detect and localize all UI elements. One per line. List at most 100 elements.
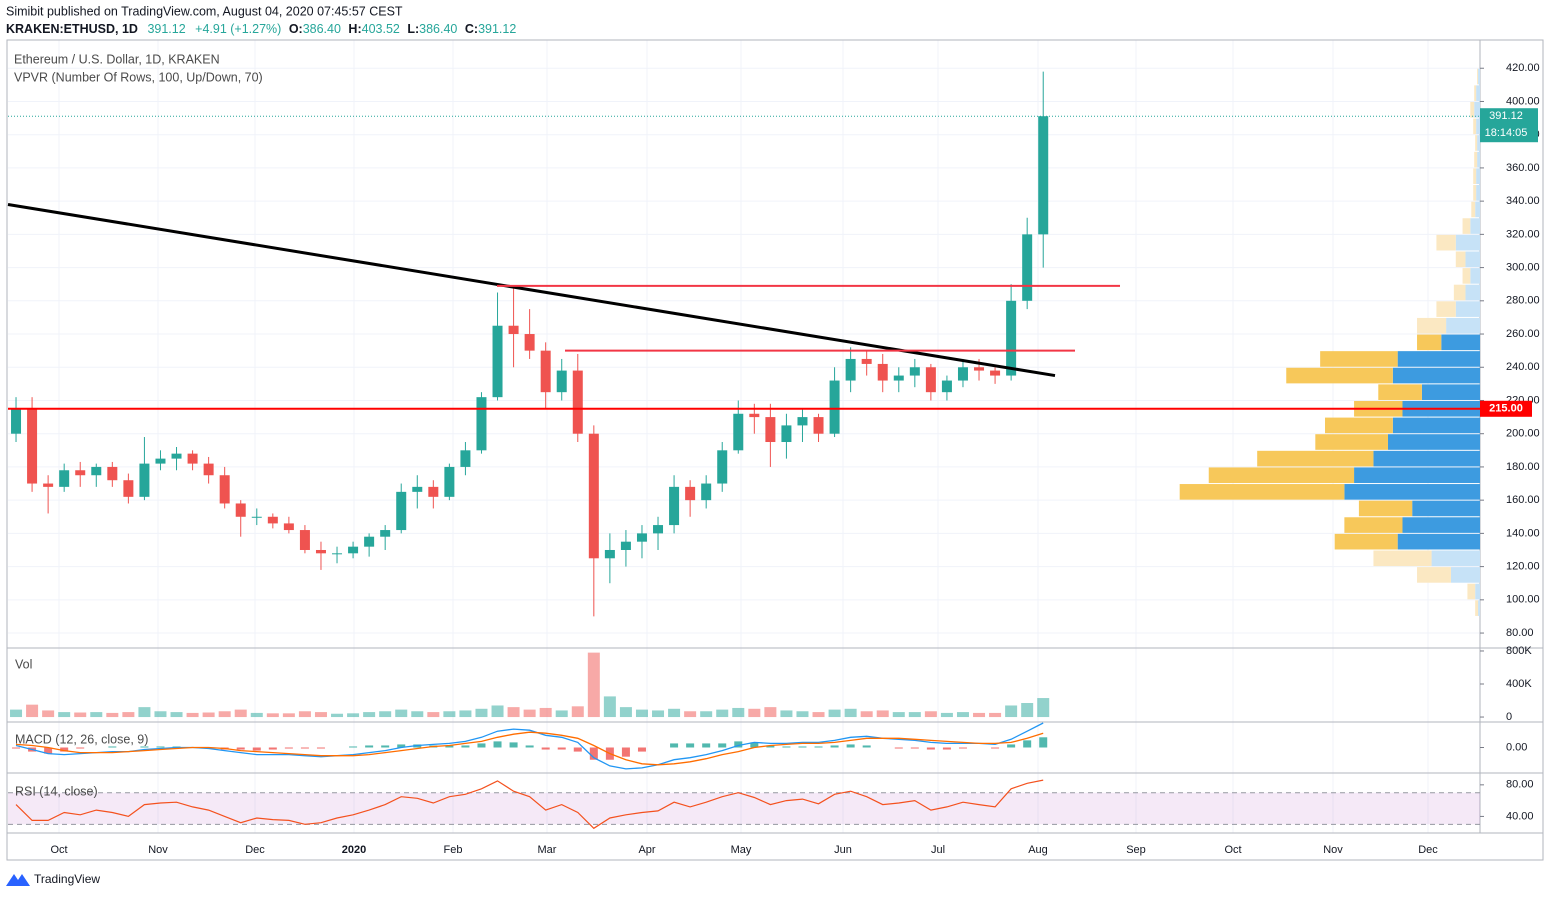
- brand: TradingView: [34, 872, 100, 886]
- profile-up: [1465, 251, 1480, 268]
- candle-body: [620, 541, 631, 550]
- profile-up: [1344, 484, 1480, 500]
- profile-up: [1477, 135, 1480, 151]
- volume-bar: [491, 705, 504, 718]
- volume-bar: [186, 712, 199, 718]
- profile-up: [1354, 467, 1480, 484]
- volume-bar: [989, 712, 1002, 718]
- profile-up: [1475, 583, 1480, 600]
- volume-bar: [652, 710, 665, 718]
- candle-body: [171, 453, 182, 459]
- volume-bar: [347, 713, 360, 718]
- candle-body: [107, 466, 118, 481]
- macd-histogram: [573, 747, 582, 752]
- profile-up: [1387, 434, 1480, 450]
- macd-histogram: [942, 747, 951, 750]
- macd-histogram: [557, 747, 566, 750]
- macd-histogram: [637, 747, 646, 752]
- profile-down: [1453, 284, 1466, 301]
- volume-bar: [973, 712, 986, 718]
- ohlc-value: 386.40: [419, 22, 457, 36]
- logo: TradingView: [6, 872, 100, 886]
- volume-bar: [363, 712, 376, 718]
- candle-body: [845, 358, 856, 381]
- volume-bar: [700, 711, 713, 718]
- volume-bar: [507, 707, 520, 718]
- volume-bar: [106, 712, 119, 718]
- x-tick-label: Apr: [638, 844, 655, 856]
- volume-bar: [202, 712, 215, 718]
- macd-histogram: [958, 747, 967, 749]
- candle-body: [974, 367, 985, 371]
- y-tick-label: 140.00: [1506, 527, 1540, 539]
- ohlc-key: L:: [407, 22, 419, 36]
- volume-bar: [587, 652, 600, 718]
- profile-up: [1476, 185, 1480, 201]
- ohlc-key: O:: [289, 22, 303, 36]
- macd-histogram: [316, 747, 325, 749]
- volume-bar: [876, 710, 889, 718]
- profile-down: [1257, 450, 1374, 467]
- candle-body: [219, 475, 230, 504]
- macd-histogram: [846, 744, 855, 748]
- chart-frame: [6, 39, 1544, 861]
- profile-down: [1417, 334, 1442, 351]
- volume-bar: [331, 713, 344, 718]
- candle-body: [765, 417, 776, 443]
- candle-body: [925, 367, 936, 393]
- volume-bar: [138, 707, 151, 718]
- macd-histogram: [926, 747, 935, 750]
- profile-down: [1334, 533, 1398, 550]
- volume-bar: [218, 711, 231, 718]
- macd-histogram: [862, 745, 871, 748]
- candle-body: [508, 325, 519, 335]
- volume-bar: [266, 713, 279, 718]
- candle-body: [315, 549, 326, 554]
- profile-up: [1470, 218, 1480, 234]
- profile-up: [1455, 301, 1480, 317]
- profile-up: [1465, 284, 1480, 301]
- macd-histogram: [477, 743, 486, 748]
- countdown: 18:14:05: [1485, 127, 1528, 139]
- y-tick-label: 400K: [1506, 678, 1532, 690]
- macd-histogram: [381, 745, 390, 748]
- candle-body: [27, 408, 38, 484]
- profile-up: [1478, 68, 1480, 85]
- candle-body: [588, 433, 599, 559]
- price-tag-label: 215.00: [1489, 403, 1523, 415]
- y-tick-label: 320.00: [1506, 228, 1540, 240]
- profile-down: [1320, 351, 1398, 367]
- grid: [8, 40, 1480, 833]
- candle-body: [332, 553, 343, 555]
- y-tick-label: 800K: [1506, 645, 1532, 657]
- macd-histogram: [830, 745, 839, 748]
- candle-body: [957, 367, 968, 381]
- profile-up: [1397, 533, 1480, 550]
- candle-body: [813, 417, 824, 434]
- macd-histogram: [686, 743, 695, 748]
- ohlc-value: 391.12: [478, 22, 516, 36]
- profile-up: [1476, 118, 1480, 135]
- volume-bar: [812, 712, 825, 718]
- macd-histogram: [910, 747, 919, 749]
- macd-histogram: [750, 742, 759, 748]
- candle-body: [749, 413, 760, 418]
- candle-body: [685, 486, 696, 501]
- macd-histogram: [268, 747, 277, 750]
- candle-body: [636, 533, 647, 542]
- profile-up: [1421, 384, 1480, 400]
- candle-body: [139, 463, 150, 497]
- profile-down: [1436, 234, 1456, 251]
- candle-body: [781, 425, 792, 443]
- macd-histogram: [814, 746, 823, 748]
- volume-bar: [26, 704, 39, 718]
- volume-bar: [908, 712, 921, 718]
- profile-down: [1473, 118, 1477, 135]
- candle-body: [556, 370, 567, 393]
- macd-histogram: [509, 742, 518, 748]
- y-tick-label: 240.00: [1506, 361, 1540, 373]
- candle-body: [476, 397, 487, 451]
- candle-body: [990, 370, 1001, 376]
- profile-down: [1474, 151, 1478, 168]
- volume-bar: [427, 712, 440, 718]
